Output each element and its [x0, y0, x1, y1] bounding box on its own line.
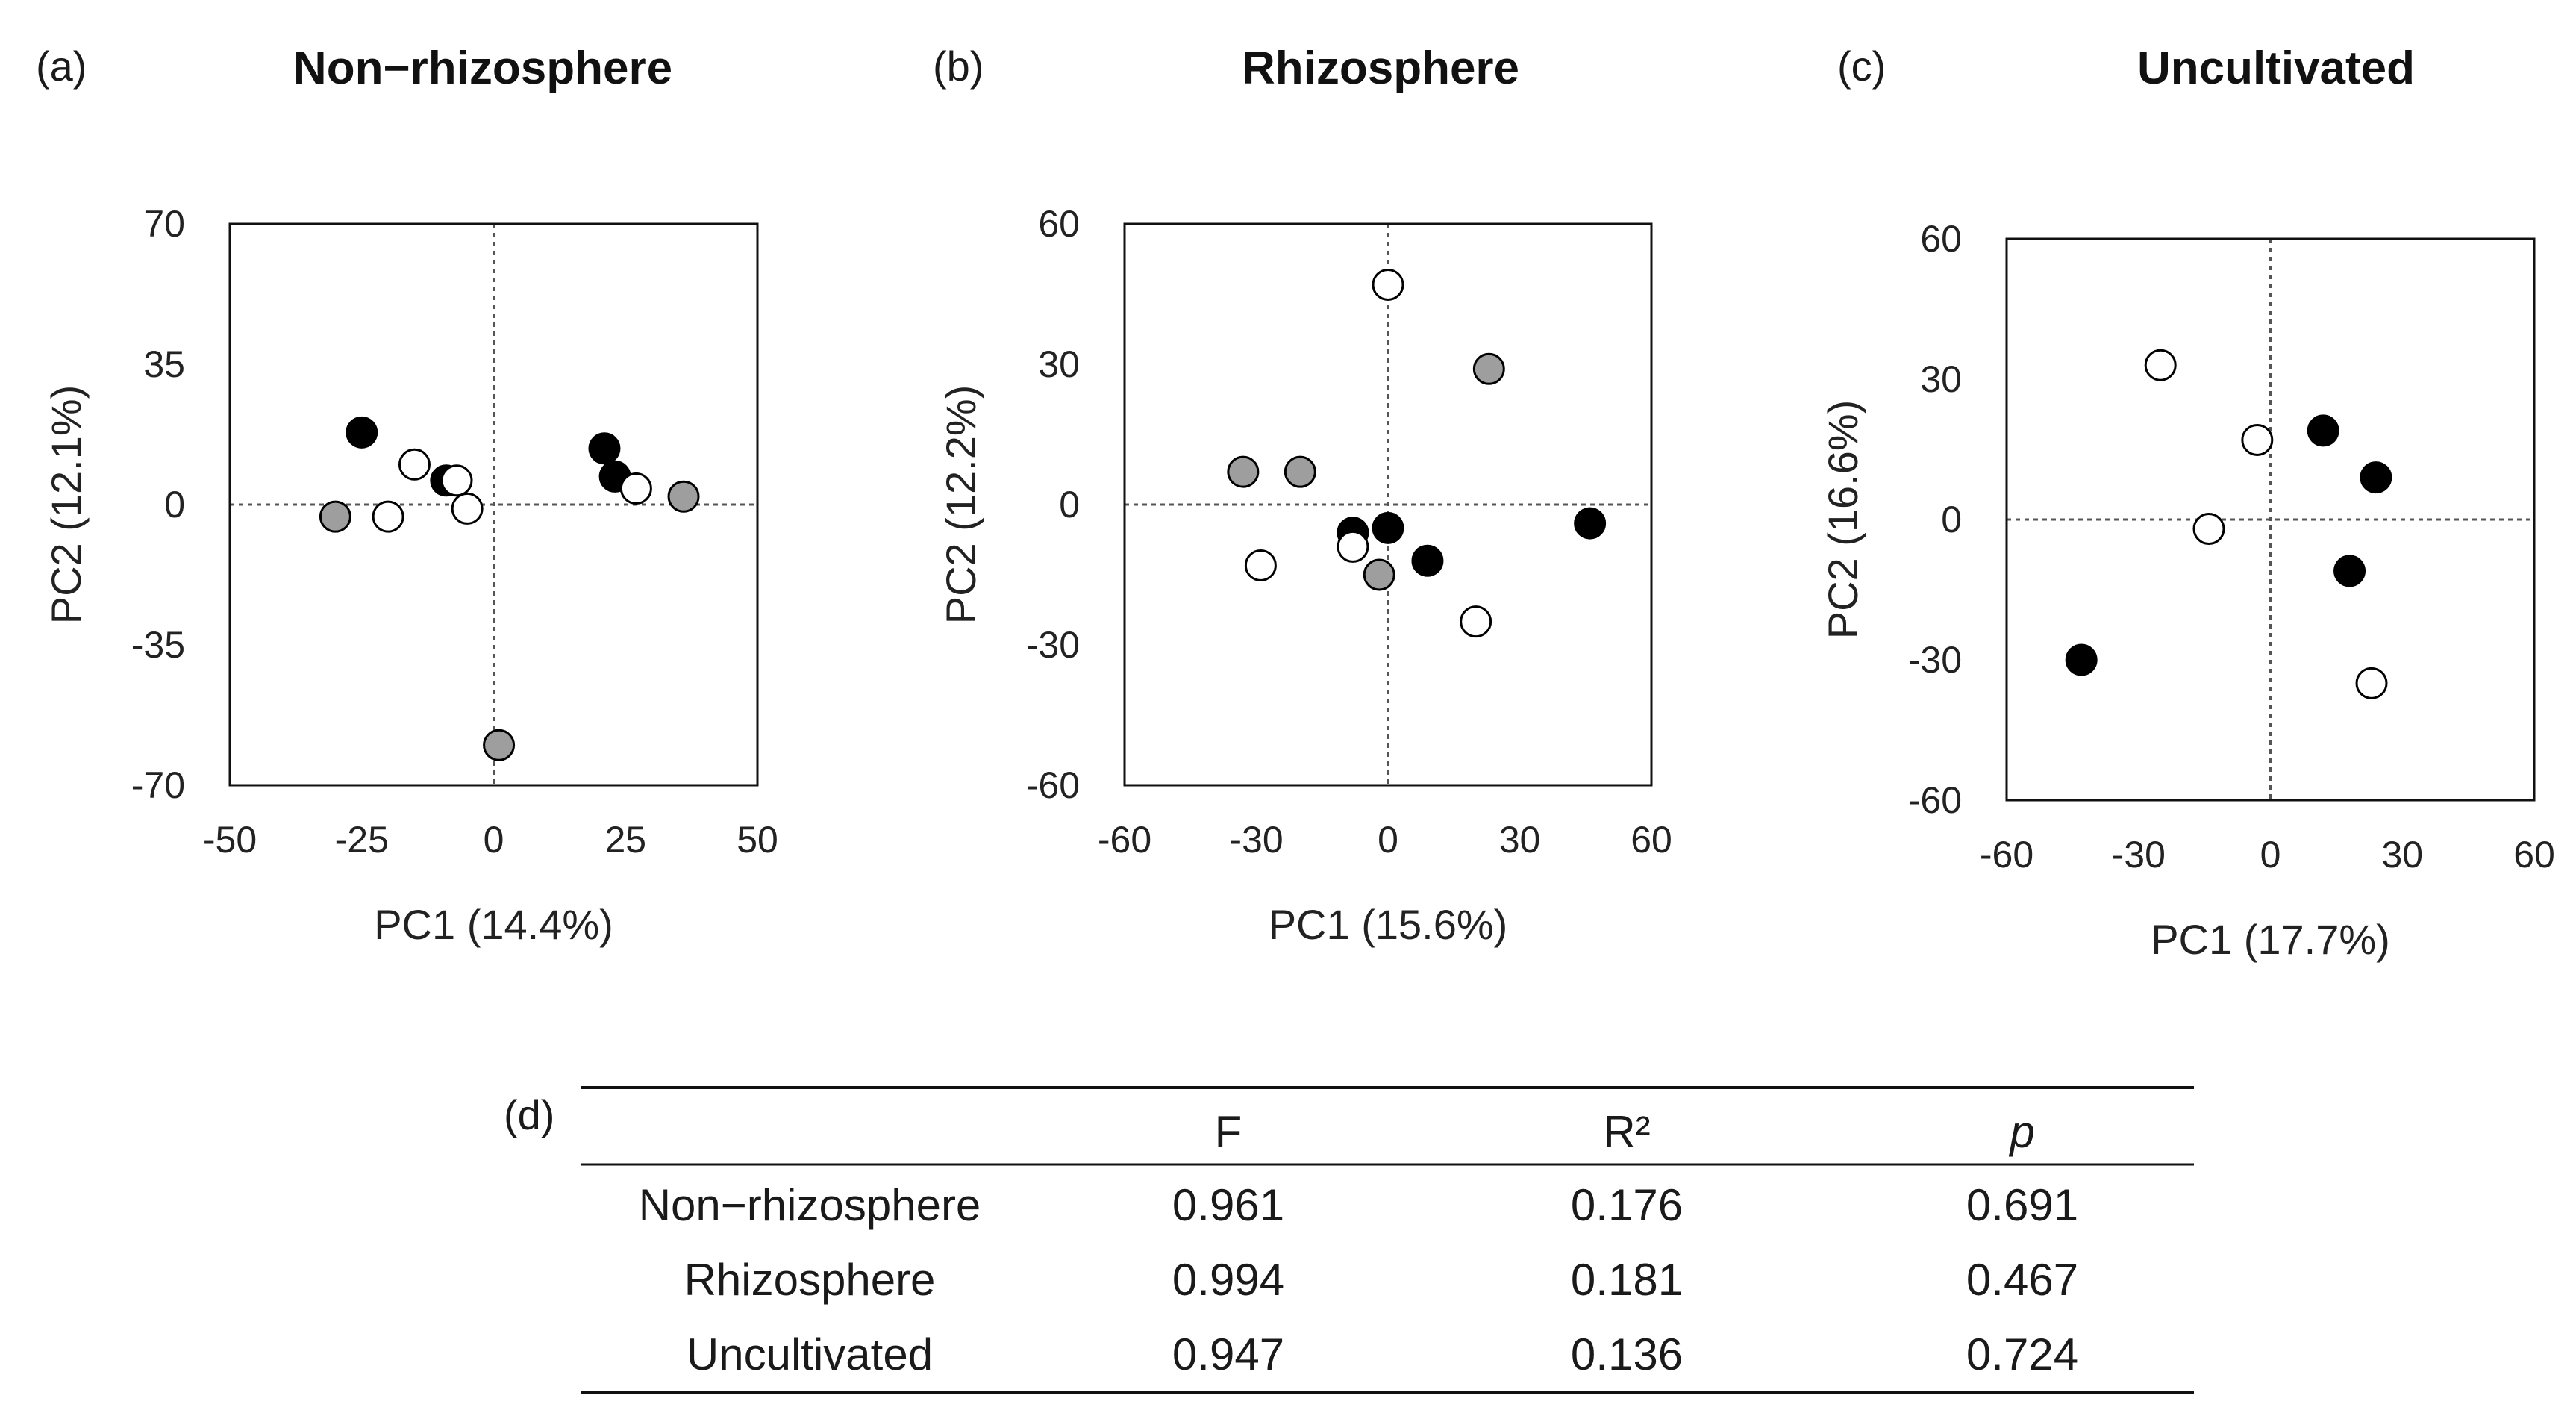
data-point — [588, 432, 621, 465]
table-cell: 0.947 — [1172, 1329, 1284, 1379]
data-point — [1337, 530, 1369, 563]
table-row: Non−rhizosphere 0.961 0.176 0.691 — [639, 1180, 2078, 1230]
y-tick-label: -30 — [1908, 639, 1962, 681]
plot-frame — [2005, 237, 2536, 802]
x-tick-label: 0 — [2260, 834, 2281, 876]
y-tick-label: -60 — [1908, 779, 1962, 821]
data-point — [2065, 643, 2098, 676]
y-axis-label: PC2 (16.6%) — [1819, 400, 1866, 640]
y-tick-label: 0 — [164, 484, 185, 525]
y-tick-label: 30 — [1038, 343, 1080, 385]
data-point — [319, 500, 351, 533]
data-point — [2144, 349, 2177, 381]
y-tick-label: 0 — [1059, 484, 1080, 525]
y-tick-label: 30 — [1920, 358, 1962, 400]
data-point — [372, 500, 404, 533]
data-point — [1284, 455, 1316, 488]
y-tick-label: 0 — [1941, 499, 1962, 540]
x-tick-label: 30 — [1499, 819, 1541, 861]
data-point — [1372, 511, 1404, 544]
table-header-cell: p — [2008, 1107, 2034, 1157]
table-cell: 0.176 — [1571, 1180, 1683, 1230]
data-point — [1227, 455, 1260, 488]
x-tick-label: -30 — [2112, 834, 2166, 876]
data-point — [619, 472, 652, 505]
panel-title: Uncultivated — [2137, 43, 2415, 94]
data-point — [1460, 605, 1492, 638]
plot-frame — [1123, 222, 1653, 787]
x-tick-label: 60 — [1631, 819, 1672, 861]
x-tick-label: 0 — [1378, 819, 1398, 861]
table-cell: 0.136 — [1571, 1329, 1683, 1379]
table-cell: 0.994 — [1172, 1255, 1284, 1305]
panel-letter: (b) — [933, 43, 984, 90]
x-tick-label: -60 — [1098, 819, 1151, 861]
stats-table: (d) F R² p Non−rhizosphere 0.961 0.176 0.691 Rhi… — [504, 1086, 2194, 1394]
panel-title: Non−rhizosphere — [293, 43, 672, 94]
x-tick-label: -25 — [335, 819, 389, 861]
table-cell: 0.691 — [1966, 1180, 2078, 1230]
y-tick-label: -35 — [131, 624, 185, 666]
data-point — [1244, 549, 1277, 581]
y-tick-label: 35 — [143, 343, 185, 385]
x-tick-label: -30 — [1229, 819, 1283, 861]
panel-title: Rhizosphere — [1242, 43, 1519, 94]
y-axis-label: PC2 (12.1%) — [43, 385, 90, 625]
table-header-cell: F — [1215, 1107, 1242, 1157]
x-tick-label: 30 — [2381, 834, 2423, 876]
x-axis-label: PC1 (17.7%) — [2151, 916, 2390, 963]
data-point — [1472, 352, 1505, 385]
y-tick-label: 70 — [143, 203, 185, 245]
table-row-label: Rhizosphere — [684, 1255, 936, 1305]
plot-frame — [228, 222, 759, 787]
data-point — [2355, 667, 2388, 699]
x-tick-label: -60 — [1980, 834, 2033, 876]
x-axis-label: PC1 (15.6%) — [1269, 901, 1508, 948]
scatter-panels: (a) Non−rhizosphere -50 -25 0 25 50 -70 -35 0 35 70… — [36, 43, 2555, 963]
y-tick-label: 60 — [1038, 203, 1080, 245]
y-tick-label: -60 — [1026, 764, 1080, 806]
scatter-panel-3: (c) Uncultivated -60 -30 0 30 60 -60 -30 0 30 60 PC1… — [1819, 43, 2555, 963]
table-row: Rhizosphere 0.994 0.181 0.467 — [684, 1255, 2079, 1305]
x-tick-label: 25 — [604, 819, 646, 861]
data-point — [2241, 423, 2274, 456]
x-tick-label: 60 — [2513, 834, 2555, 876]
y-axis-label: PC2 (12.2%) — [937, 385, 984, 625]
panel-letter: (c) — [1837, 43, 1886, 90]
data-point — [2333, 555, 2366, 587]
data-point — [1411, 544, 1444, 577]
panel-letter: (a) — [36, 43, 87, 90]
data-point — [2192, 513, 2225, 546]
table-cell: 0.724 — [1966, 1329, 2078, 1379]
x-tick-label: 50 — [737, 819, 778, 861]
data-point — [483, 729, 516, 761]
data-point — [440, 464, 473, 497]
x-tick-label: 0 — [484, 819, 504, 861]
table-cell: 0.467 — [1966, 1255, 2078, 1305]
panel-letter: (d) — [504, 1091, 554, 1138]
data-point — [1363, 558, 1395, 591]
data-point — [2307, 414, 2339, 447]
table-row-label: Non−rhizosphere — [639, 1180, 981, 1230]
y-tick-label: 60 — [1920, 218, 1962, 260]
data-point — [2360, 461, 2392, 494]
data-point — [398, 448, 431, 481]
y-tick-label: -30 — [1026, 624, 1080, 666]
scatter-panel-1: (a) Non−rhizosphere -50 -25 0 25 50 -70 -35 0 35 70… — [36, 43, 778, 948]
table-row: Uncultivated 0.947 0.136 0.724 — [687, 1329, 2078, 1379]
table-header-cell: R² — [1603, 1107, 1650, 1157]
data-point — [346, 416, 378, 449]
data-point — [1372, 268, 1404, 301]
data-point — [451, 492, 484, 525]
table-cell: 0.181 — [1571, 1255, 1683, 1305]
table-row-label: Uncultivated — [687, 1329, 933, 1379]
x-axis-label: PC1 (14.4%) — [374, 901, 613, 948]
scatter-panel-2: (b) Rhizosphere -60 -30 0 30 60 -60 -30 0 30 60 PC1 … — [933, 43, 1672, 948]
y-tick-label: -70 — [131, 764, 185, 806]
x-tick-label: -50 — [203, 819, 257, 861]
table-cell: 0.961 — [1172, 1180, 1284, 1230]
data-point — [1574, 507, 1607, 540]
data-point — [667, 480, 700, 513]
